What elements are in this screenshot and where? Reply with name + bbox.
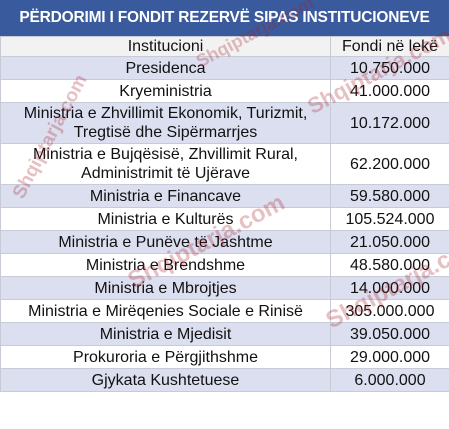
institution-cell: Ministria e Brendshme xyxy=(0,253,331,277)
table-row: Ministria e Zhvillimit Ekonomik, Turizmi… xyxy=(0,102,449,144)
institution-cell: Ministria e Punëve të Jashtme xyxy=(0,230,331,254)
table-row: Prokuroria e Përgjithshme 29.000.000 xyxy=(0,345,449,369)
amount-cell: 59.580.000 xyxy=(330,184,449,208)
table-row: Ministria e Brendshme 48.580.000 xyxy=(0,253,449,277)
amount-cell: 10.750.000 xyxy=(330,56,449,80)
institution-cell: Gjykata Kushtetuese xyxy=(0,368,331,392)
reserve-fund-table: Institucioni Fondi në lekë Presidenca 10… xyxy=(0,36,449,392)
institution-cell: Ministria e Bujqësisë, Zhvillimit Rural,… xyxy=(0,143,331,185)
institution-cell: Ministria e Mbrojtjes xyxy=(0,276,331,300)
institution-cell: Ministria e Kulturës xyxy=(0,207,331,231)
amount-cell: 41.000.000 xyxy=(330,79,449,103)
column-header-amount: Fondi në lekë xyxy=(330,36,449,57)
amount-cell: 29.000.000 xyxy=(330,345,449,369)
table-row: Gjykata Kushtetuese 6.000.000 xyxy=(0,368,449,392)
institution-cell: Ministria e Mirëqenies Sociale e Rinisë xyxy=(0,299,331,323)
table-row: Ministria e Kulturës 105.524.000 xyxy=(0,207,449,231)
institution-cell: Presidenca xyxy=(0,56,331,80)
amount-cell: 305.000.000 xyxy=(330,299,449,323)
institution-cell: Kryeministria xyxy=(0,79,331,103)
amount-cell: 39.050.000 xyxy=(330,322,449,346)
table-row: Ministria e Bujqësisë, Zhvillimit Rural,… xyxy=(0,143,449,185)
table-row: Ministria e Punëve të Jashtme 21.050.000 xyxy=(0,230,449,254)
institution-cell: Ministria e Mjedisit xyxy=(0,322,331,346)
table-row: Presidenca 10.750.000 xyxy=(0,56,449,80)
institution-cell: Ministria e Financave xyxy=(0,184,331,208)
table-row: Ministria e Financave 59.580.000 xyxy=(0,184,449,208)
amount-cell: 14.000.000 xyxy=(330,276,449,300)
amount-cell: 6.000.000 xyxy=(330,368,449,392)
table-row: Ministria e Mjedisit 39.050.000 xyxy=(0,322,449,346)
amount-cell: 10.172.000 xyxy=(330,102,449,144)
table-row: Kryeministria 41.000.000 xyxy=(0,79,449,103)
amount-cell: 105.524.000 xyxy=(330,207,449,231)
institution-cell: Ministria e Zhvillimit Ekonomik, Turizmi… xyxy=(0,102,331,144)
table-header-row: Institucioni Fondi në lekë xyxy=(0,36,449,57)
institution-cell: Prokuroria e Përgjithshme xyxy=(0,345,331,369)
table-row: Ministria e Mirëqenies Sociale e Rinisë … xyxy=(0,299,449,323)
amount-cell: 62.200.000 xyxy=(330,143,449,185)
column-header-institution: Institucioni xyxy=(0,36,331,57)
amount-cell: 48.580.000 xyxy=(330,253,449,277)
table-row: Ministria e Mbrojtjes 14.000.000 xyxy=(0,276,449,300)
table-title: PËRDORIMI I FONDIT REZERVË SIPAS INSTITU… xyxy=(0,0,449,36)
amount-cell: 21.050.000 xyxy=(330,230,449,254)
